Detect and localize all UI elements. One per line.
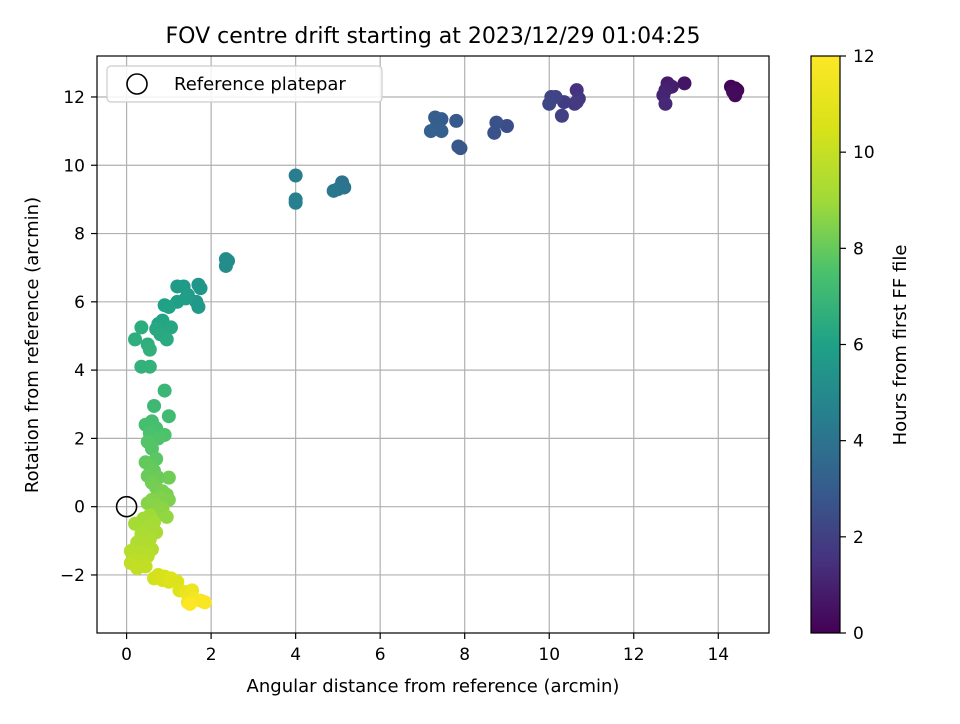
legend-box bbox=[106, 65, 383, 103]
data-point bbox=[142, 359, 157, 374]
plot-frame bbox=[96, 55, 770, 634]
x-tick-label: 2 bbox=[206, 645, 217, 665]
reference-platepar-marker bbox=[115, 495, 138, 518]
y-tick-label: −2 bbox=[60, 566, 85, 586]
data-point bbox=[726, 84, 741, 99]
grid bbox=[97, 56, 769, 633]
legend-entry: Reference platepar bbox=[174, 74, 346, 95]
y-axis-label: Rotation from reference (arcmin) bbox=[22, 197, 43, 493]
data-point bbox=[159, 332, 174, 347]
x-axis-ticks: 0 2 4 6 8 10 12 14 bbox=[121, 633, 729, 665]
data-point bbox=[159, 509, 174, 524]
data-point bbox=[218, 258, 233, 273]
data-point bbox=[161, 470, 176, 485]
colorbar-ticks: 0 2 4 6 8 10 12 bbox=[840, 47, 875, 644]
data-point bbox=[677, 76, 692, 91]
y-tick-label: 0 bbox=[74, 498, 85, 518]
data-point bbox=[451, 139, 466, 154]
data-point bbox=[542, 96, 557, 111]
data-point bbox=[161, 299, 176, 314]
colorbar-tick-label: 0 bbox=[853, 624, 864, 644]
data-point bbox=[191, 299, 206, 314]
x-tick-label: 12 bbox=[623, 645, 645, 665]
x-tick-label: 0 bbox=[121, 645, 132, 665]
data-point bbox=[151, 431, 166, 446]
chart-title: FOV centre drift starting at 2023/12/29 … bbox=[166, 24, 701, 49]
data-point bbox=[499, 118, 514, 133]
data-point bbox=[193, 281, 208, 296]
data-point bbox=[487, 125, 502, 140]
y-tick-label: 12 bbox=[63, 88, 85, 108]
data-point bbox=[423, 124, 438, 139]
data-point bbox=[142, 342, 157, 357]
data-points bbox=[123, 76, 745, 611]
data-point bbox=[182, 596, 197, 611]
data-point bbox=[288, 168, 303, 183]
data-point bbox=[128, 516, 143, 531]
y-tick-label: 4 bbox=[74, 361, 85, 381]
colorbar-label: Hours from first FF file bbox=[890, 245, 911, 446]
data-point bbox=[147, 398, 162, 413]
colorbar-tick-label: 8 bbox=[853, 239, 864, 259]
colorbar-tick-label: 6 bbox=[853, 336, 864, 356]
x-tick-label: 14 bbox=[707, 645, 729, 665]
y-tick-label: 10 bbox=[63, 156, 85, 176]
colorbar-gradient bbox=[811, 56, 840, 633]
colorbar-tick-label: 2 bbox=[853, 528, 864, 548]
x-axis-label: Angular distance from reference (arcmin) bbox=[247, 676, 620, 697]
data-point bbox=[554, 108, 569, 123]
colorbar-tick-label: 12 bbox=[853, 47, 875, 67]
data-point bbox=[134, 320, 149, 335]
y-tick-label: 2 bbox=[74, 429, 85, 449]
data-point bbox=[170, 279, 185, 294]
colorbar-tick-label: 4 bbox=[853, 432, 864, 452]
x-tick-label: 6 bbox=[375, 645, 386, 665]
y-tick-label: 6 bbox=[74, 293, 85, 313]
data-point bbox=[138, 559, 153, 574]
x-tick-label: 4 bbox=[290, 645, 301, 665]
data-point bbox=[288, 195, 303, 210]
data-point bbox=[434, 124, 449, 139]
data-point bbox=[449, 113, 464, 128]
data-point bbox=[197, 595, 212, 610]
data-point bbox=[163, 320, 178, 335]
legend-marker-icon bbox=[126, 73, 148, 95]
data-point bbox=[326, 183, 341, 198]
colorbar: 0 2 4 6 8 10 12 Hours from first FF file bbox=[810, 47, 911, 644]
y-axis-ticks: −2 0 2 4 6 8 10 12 bbox=[60, 88, 97, 586]
data-point bbox=[157, 383, 172, 398]
data-point bbox=[658, 96, 673, 111]
legend: Reference platepar bbox=[106, 65, 383, 103]
y-tick-label: 8 bbox=[74, 225, 85, 245]
colorbar-tick-label: 10 bbox=[853, 143, 875, 163]
data-point bbox=[569, 95, 584, 110]
data-point bbox=[128, 332, 143, 347]
x-tick-label: 8 bbox=[459, 645, 470, 665]
data-point bbox=[161, 409, 176, 424]
x-tick-label: 10 bbox=[538, 645, 560, 665]
